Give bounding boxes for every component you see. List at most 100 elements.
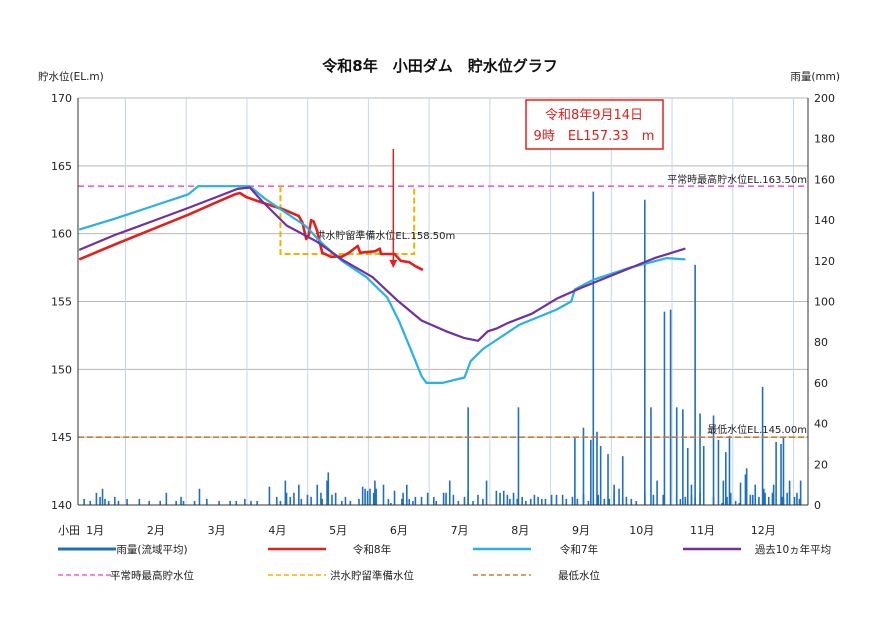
right-axis-label: 雨量(mm) [790,71,840,83]
rain-bar [406,484,408,505]
flood-prep-label: 洪水貯留準備水位EL.158.50m [315,229,455,242]
rain-bar [798,498,801,505]
left-tick-label: 155 [51,296,72,309]
rain-bar [310,496,312,505]
rain-bar [472,500,474,505]
rain-bar [485,480,488,505]
rain-bar [326,480,328,505]
rain-bar [635,500,638,505]
rain-bar [565,498,568,505]
rain-bar [744,474,747,505]
rain-bar [509,498,511,505]
legend-label-r7: 令和7年 [560,543,598,556]
rain-bar [729,492,732,505]
rain-bar [442,492,445,505]
rain-bar [613,484,615,505]
rain-bar [126,498,128,505]
rain-bar [117,500,120,505]
rain-bar [561,494,564,505]
legend-label-rain: 雨量(流域平均) [116,543,187,556]
rain-bar [457,500,460,505]
rain-bar [652,494,655,505]
rain-bar [694,264,696,505]
rain-bar [587,500,590,505]
rain-bar [726,496,728,505]
legend-label-normal_max: 平常時最高貯水位 [110,569,194,582]
rain-bar [734,500,737,505]
rain-bar [114,496,116,505]
rain-bar [375,488,377,505]
series-line-r7 [78,185,686,384]
rain-bar [482,498,484,505]
rain-bar [529,498,532,505]
rain-bar [198,488,201,505]
legend-label-r8: 令和8年 [353,543,391,556]
rain-bar [650,407,652,505]
rain-bar [799,480,802,505]
rain-bar [250,500,252,505]
rain-bar [682,409,684,505]
rain-bar [555,494,558,505]
rain-bar [702,445,705,505]
rain-bar [229,500,231,505]
right-tick-label: 200 [814,92,835,105]
rain-bar [99,496,101,505]
rainfall-bars [83,191,802,506]
rain-bar [463,496,466,505]
rain-bar [521,496,523,505]
month-tick-label: 12月 [751,524,776,537]
rain-bar [279,500,282,505]
rain-bar [662,494,665,505]
rain-bar [690,484,693,505]
rain-bar [374,480,376,505]
rain-bar [550,494,553,505]
rain-bar [761,386,764,505]
rain-bar [432,496,435,505]
rain-bar [724,452,727,505]
rain-bar [334,492,337,505]
rain-bar [349,500,352,505]
rain-bar [358,498,360,505]
rain-bar [596,431,598,505]
rain-bar [182,500,185,505]
rain-bar [767,496,770,505]
rain-bar [722,480,725,505]
rain-bar [788,480,791,505]
rain-bar [781,496,784,505]
rain-bar [495,490,498,505]
rain-bar [739,482,742,505]
rain-bar [289,496,292,505]
rain-bar [758,496,760,505]
right-tick-label: 180 [814,133,835,146]
rain-bar [738,502,741,505]
legend-label-flood_prep: 洪水貯留準備水位 [330,569,414,582]
rain-bar [275,496,278,505]
rain-bar [331,494,333,505]
rain-bar [582,427,585,505]
rain-bar [717,439,720,505]
rain-bar [382,484,385,505]
month-tick-label: 5月 [329,524,347,537]
rain-bar [83,498,85,505]
rain-bar [533,494,536,505]
rain-bar [467,407,469,505]
rain-bar [771,492,774,505]
rain-bar [320,492,322,505]
rain-bar [684,496,687,505]
rain-bar [644,199,646,505]
rain-bar [669,309,672,505]
axes [77,98,809,506]
rain-bar [206,498,208,505]
rain-bar [590,439,592,505]
rain-bar [414,496,417,505]
left-tick-label: 140 [51,499,72,512]
callout-line1: 令和8年9月14日 [545,108,643,123]
rain-bar [608,498,611,505]
rain-bar [745,468,748,505]
rain-bar [369,488,371,505]
rain-bar [402,492,404,505]
rain-bar [445,492,447,505]
rain-bar [387,498,390,505]
rain-bar [728,435,731,505]
